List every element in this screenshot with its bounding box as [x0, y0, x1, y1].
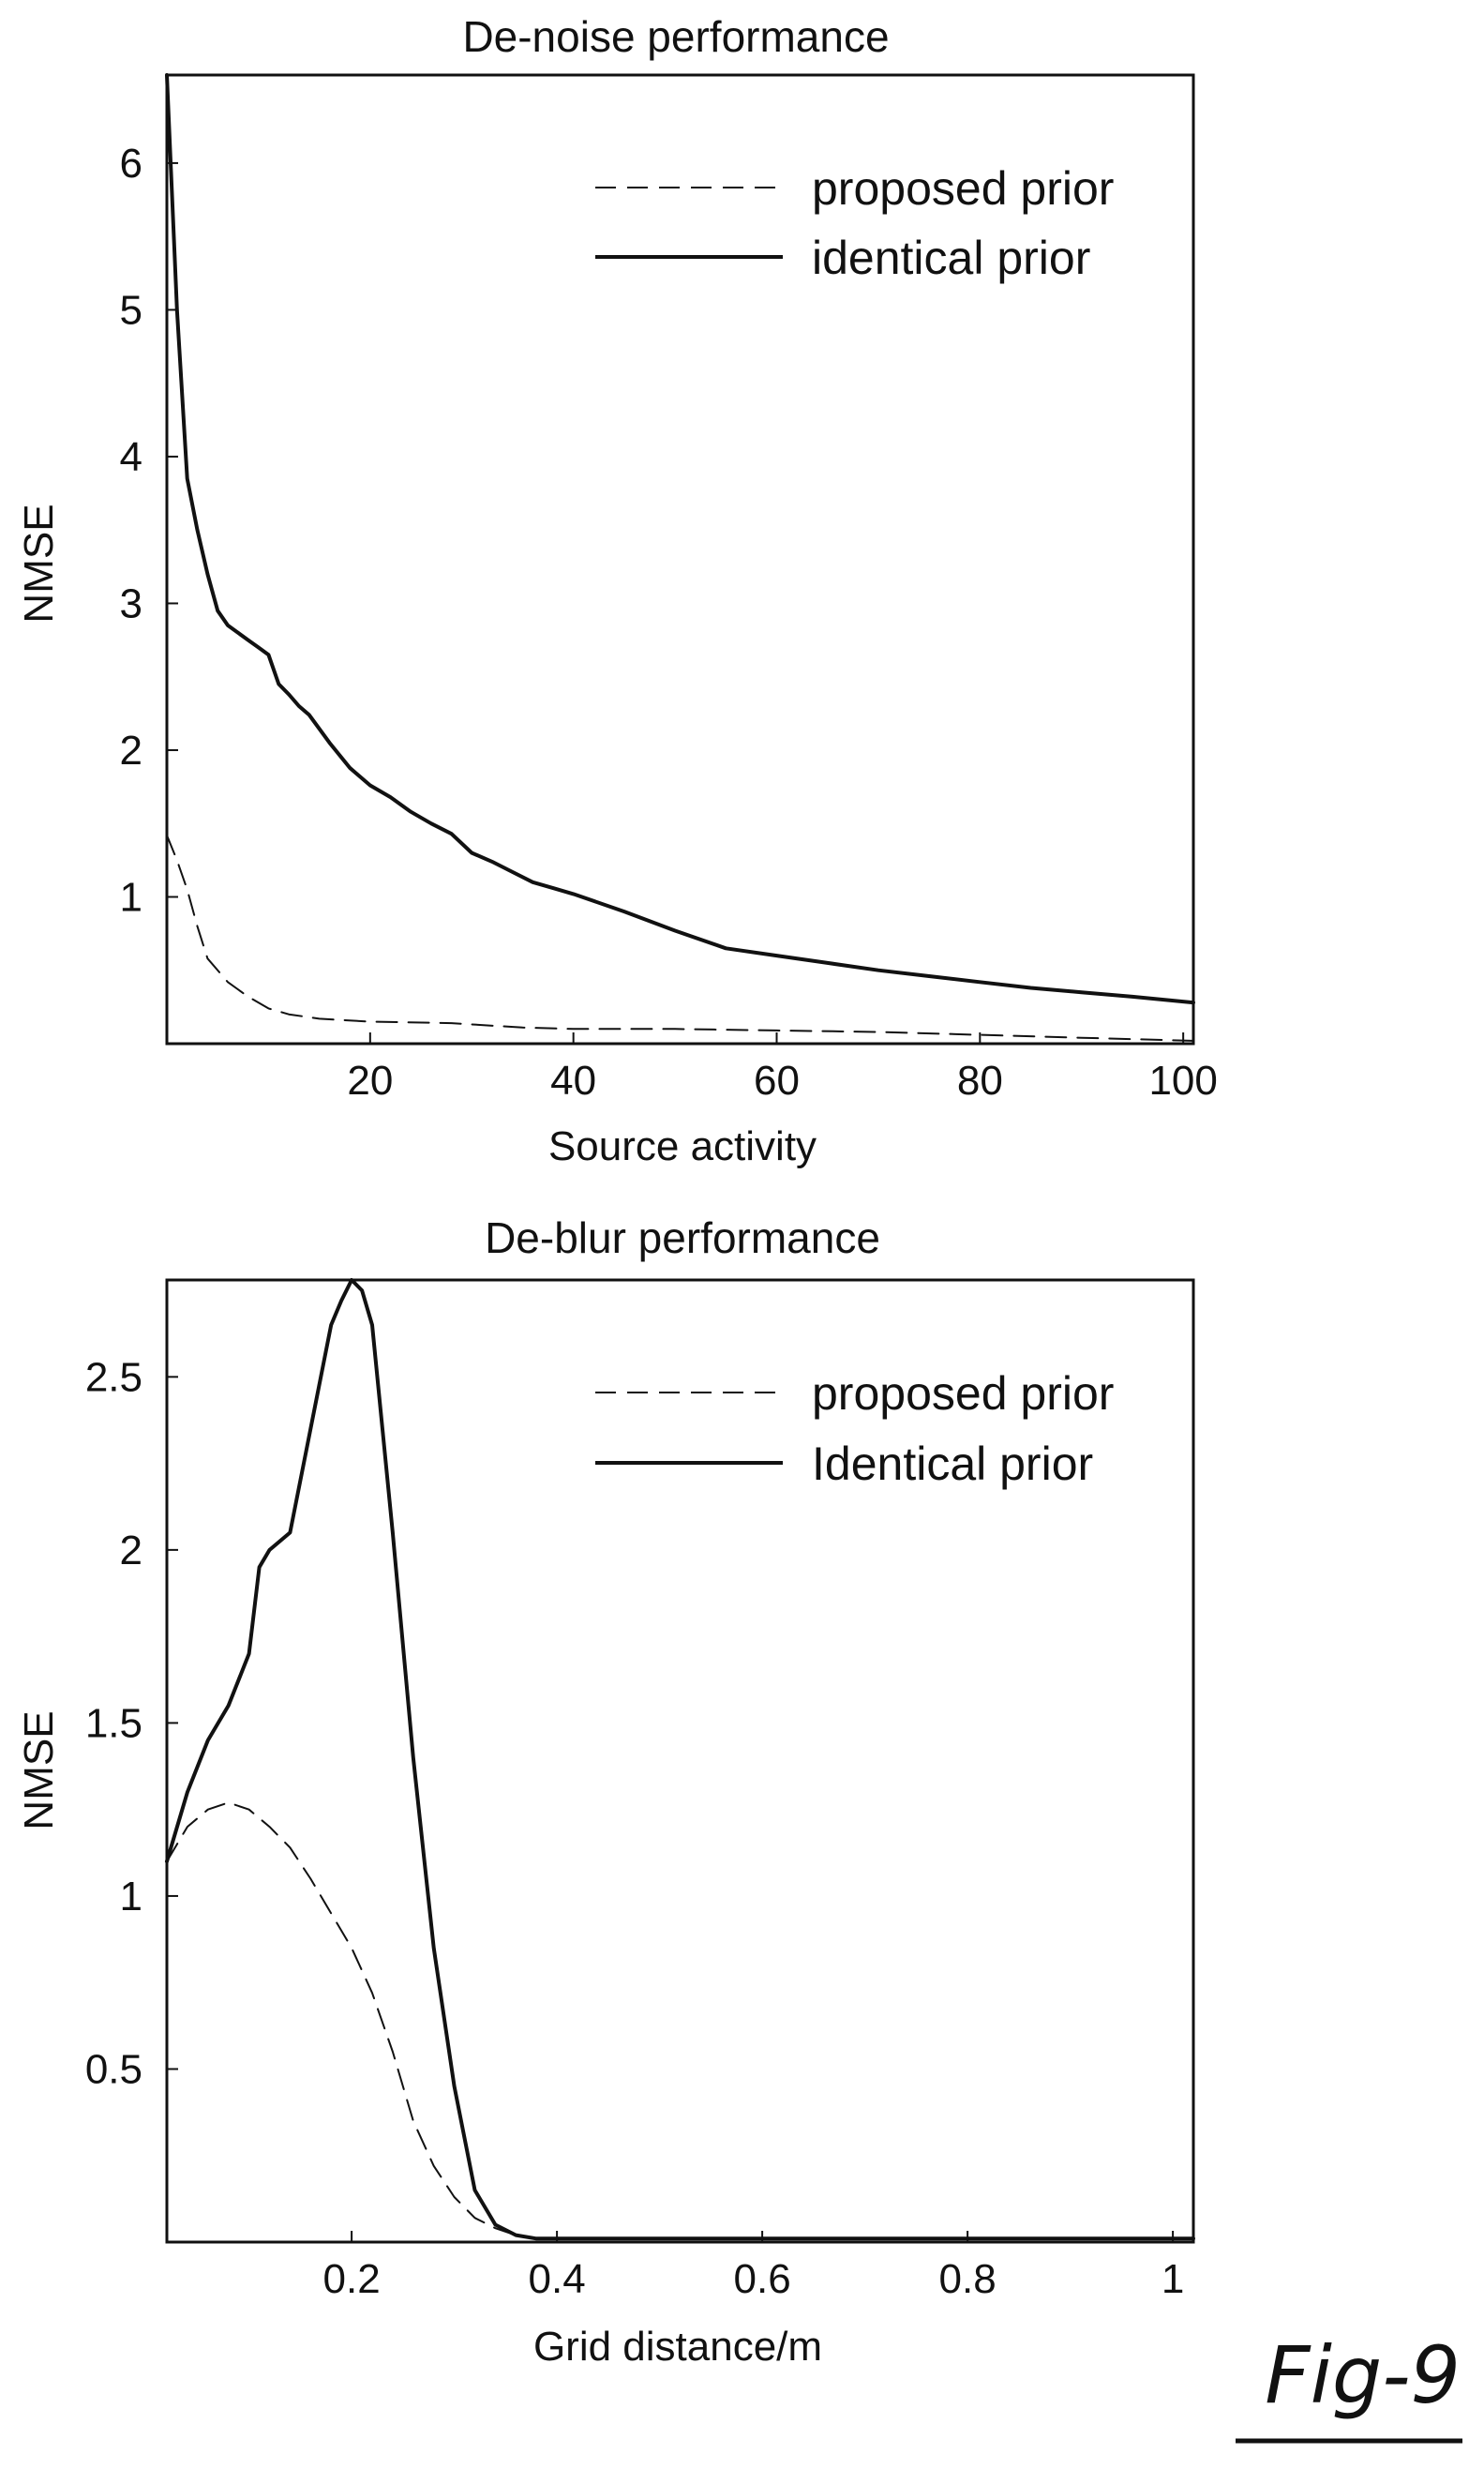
x-axis-label: Source activity [548, 1123, 817, 1169]
x-tick-label: 100 [1148, 1058, 1217, 1104]
legend-label-proposed: proposed prior [812, 1367, 1114, 1420]
series-layer [165, 1278, 1195, 2241]
x-tick-label: 0.2 [323, 2256, 381, 2302]
y-tick-label: 6 [120, 141, 142, 187]
plot-frame [165, 1278, 1195, 2244]
y-tick-label: 2 [120, 1528, 142, 1573]
legend-label-proposed: proposed prior [812, 162, 1114, 215]
y-tick-label: 0.5 [85, 2046, 142, 2092]
figure-label-text: Fig-9 [1265, 2329, 1461, 2421]
y-tick-label: 4 [120, 434, 142, 480]
denoise-chart: De-noise performance 20 40 60 80 100 123456 … [16, 12, 1218, 1169]
legend: proposed prior Identical prior [595, 1367, 1114, 1490]
x-ticks: 20 40 60 80 100 [347, 1032, 1218, 1104]
y-tick-label: 3 [120, 580, 142, 626]
series-layer [165, 73, 1195, 1042]
y-tick-label: 1.5 [85, 1700, 142, 1746]
y-axis-label: NMSE [16, 1710, 62, 1829]
legend: proposed prior identical prior [595, 162, 1114, 284]
series-line-identical [165, 73, 1195, 1005]
chart-title: De-noise performance [462, 12, 889, 61]
x-ticks: 0.2 0.4 0.6 0.8 1 [323, 2231, 1184, 2302]
chart-title: De-blur performance [485, 1213, 880, 1262]
y-tick-label: 2 [120, 728, 142, 774]
legend-label-identical: identical prior [812, 232, 1090, 284]
x-tick-label: 0.6 [734, 2256, 791, 2302]
x-tick-label: 40 [550, 1058, 596, 1104]
legend-label-identical: Identical prior [812, 1438, 1093, 1490]
series-line-identical [165, 1278, 1195, 2241]
y-ticks: 1 2 3 4 5 6 [120, 141, 178, 920]
y-tick-label: 2.5 [85, 1354, 142, 1400]
x-tick-label: 60 [754, 1058, 800, 1104]
plot-frame [165, 73, 1195, 1046]
series-line-proposed [166, 1801, 1194, 2240]
x-tick-label: 0.4 [529, 2256, 586, 2302]
x-tick-label: 20 [347, 1058, 393, 1104]
y-tick-label: 5 [120, 287, 142, 333]
x-tick-label: 80 [957, 1058, 1003, 1104]
y-axis-label: NMSE [16, 504, 62, 623]
y-ticks: 0.5 1 1.5 2 2.5 [85, 1354, 178, 2092]
x-tick-label: 0.8 [939, 2256, 997, 2302]
y-tick-label: 1 [120, 874, 142, 920]
y-tick-label: 1 [120, 1874, 142, 1919]
x-axis-label: Grid distance/m [533, 2324, 822, 2370]
series-line-proposed [166, 834, 1194, 1042]
figure-label: Fig-9 [1236, 2329, 1462, 2444]
deblur-chart: De-blur performance 0.2 0.4 0.6 0.8 1 0.5 1 1.… [16, 1213, 1195, 2370]
x-tick-label: 1 [1162, 2256, 1184, 2302]
